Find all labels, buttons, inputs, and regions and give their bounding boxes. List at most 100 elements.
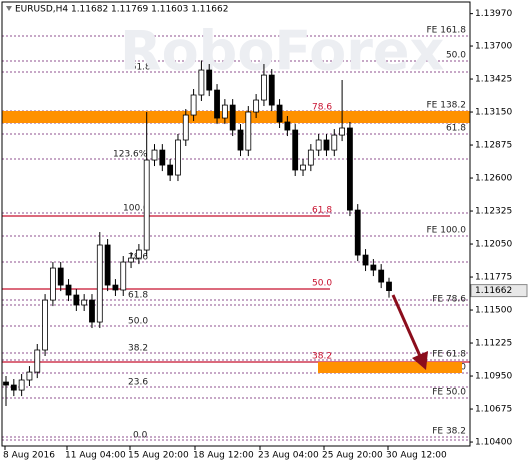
x-tick-label: 15 Aug 20:00 (128, 451, 189, 461)
candle-body (331, 134, 338, 151)
candle-body (120, 261, 127, 291)
candle-body (65, 284, 72, 296)
candle-body (167, 164, 174, 176)
candle-body (339, 127, 346, 136)
candle-body (386, 281, 392, 291)
y-tick-label: 1.11500 (475, 306, 512, 316)
fib-label: 123.6% (113, 150, 148, 160)
candle-body (42, 299, 48, 351)
fib-label: 0.0 (133, 431, 148, 441)
y-tick-label: 1.10400 (475, 438, 512, 448)
candle-body (214, 89, 220, 119)
y-tick-label: 1.11775 (475, 273, 512, 283)
x-tick-label: 25 Aug 20:00 (322, 451, 383, 461)
fib-label: 161.8 (125, 63, 151, 73)
y-tick-label: 1.12875 (475, 141, 512, 151)
candle-body (229, 104, 236, 131)
arrow (391, 294, 422, 357)
y-tick-label: 1.13700 (475, 42, 512, 52)
candle-body (135, 249, 142, 259)
y-tick-label: 1.12050 (475, 240, 512, 250)
candle-body (18, 379, 25, 391)
candle-body (89, 299, 95, 323)
fib-label: 61.8 (128, 291, 148, 301)
candle-body (284, 121, 291, 131)
candle-body (104, 244, 111, 286)
candle-body (175, 139, 181, 176)
y-tick-label: 1.10950 (475, 372, 512, 382)
y-tick-label: 1.12600 (475, 174, 512, 184)
fib-label: FE 38.2 (432, 427, 466, 437)
candle-body (206, 69, 213, 91)
fib-label: FE 138.2 (427, 101, 467, 111)
candle-body (128, 257, 134, 263)
candle-body (261, 74, 267, 101)
y-tick-label: 1.12325 (475, 207, 512, 217)
fib-label: 61.8 (446, 124, 466, 134)
x-tick-label: 11 Aug 04:00 (65, 451, 126, 461)
candle-body (57, 267, 64, 286)
candle-body (34, 349, 41, 373)
arrow-head (412, 351, 428, 370)
candle-body (221, 104, 228, 119)
level-label: 50.0 (312, 279, 332, 289)
candle-body (190, 94, 197, 116)
candle-body (315, 139, 322, 151)
zone-band (2, 111, 470, 123)
candle-body (3, 381, 9, 386)
candle-body (307, 149, 314, 166)
fib-label: 23.6 (128, 378, 148, 388)
candle-body (49, 267, 56, 301)
candle-body (354, 209, 361, 256)
level-label: 78.6 (312, 103, 332, 113)
x-tick-label: 23 Aug 04:00 (258, 451, 319, 461)
fib-label: FE 61.8 (432, 350, 466, 360)
candle-body (245, 111, 252, 151)
candle-body (300, 164, 306, 171)
y-tick-label: 1.13970 (475, 9, 512, 19)
x-tick-label: 8 Aug 2016 (3, 451, 55, 461)
candles (3, 60, 392, 407)
y-tick-label: 1.11225 (475, 339, 512, 349)
candle-body (347, 127, 353, 211)
fib-label: 38.2 (128, 344, 148, 354)
candle-body (268, 74, 275, 106)
candle-body (159, 149, 166, 166)
y-tick-label: 1.13150 (475, 108, 512, 118)
candle-body (182, 114, 189, 141)
level-label: 38.2 (312, 352, 332, 362)
zone-band (318, 362, 462, 373)
fib-label: FE 100.0 (427, 226, 467, 236)
fib-label: 50.0 (128, 317, 148, 327)
icon (6, 6, 12, 11)
y-tick-label: 1.13425 (475, 75, 512, 85)
fib-label: FE 78.6 (432, 295, 466, 305)
y-tick-label: 1.10675 (475, 405, 512, 415)
price-box (470, 284, 528, 298)
candle-body (81, 299, 88, 306)
candle-body (26, 371, 33, 381)
fib-label: FE 161.8 (427, 26, 467, 36)
candle-body (362, 254, 369, 266)
candle-body (151, 149, 158, 161)
x-tick-label: 30 Aug 12:00 (386, 451, 447, 461)
candle-body (96, 244, 103, 323)
candle-body (370, 264, 377, 271)
candle-body (253, 99, 260, 113)
watermark: RoboForex (120, 20, 444, 83)
axes: 1.13970 1.13700 1.13425 1.13150 1.12875 1.126… (3, 9, 528, 461)
chart-title: EURUSD,H4 1.11682 1.11769 1.11603 1.1166… (15, 5, 228, 15)
candle-body (112, 284, 119, 291)
fib-label: 100.0 (123, 204, 149, 214)
x-tick-label: 18 Aug 12:00 (193, 451, 254, 461)
candle-body (237, 129, 244, 151)
candle-body (292, 129, 299, 171)
plot-frame (1, 1, 471, 447)
candle-body (198, 69, 205, 96)
fib-label: 50.0 (446, 51, 466, 61)
candle-body (73, 294, 80, 306)
price-label: 1.11662 (475, 286, 512, 296)
candle-body (378, 269, 385, 283)
candle-body (323, 139, 330, 151)
